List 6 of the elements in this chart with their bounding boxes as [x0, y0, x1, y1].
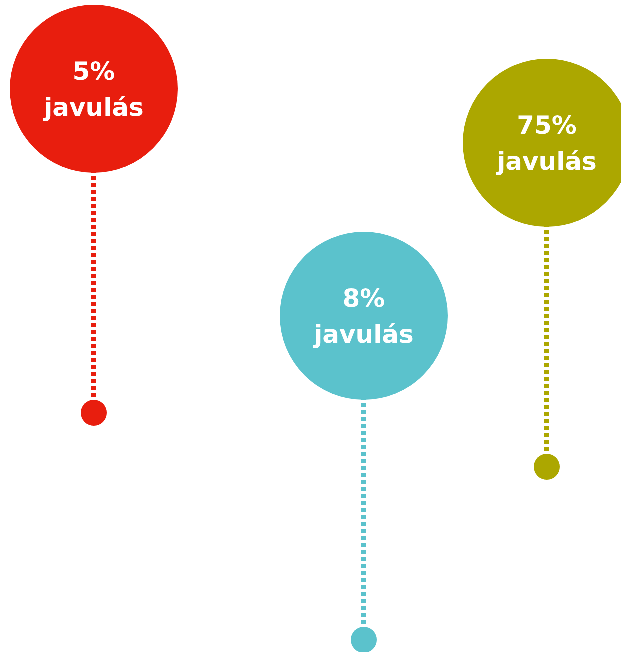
data-label: 75%: [517, 111, 577, 140]
data-label: 8%: [342, 284, 386, 313]
category-label: javulás: [43, 93, 144, 122]
category-label: javulás: [496, 147, 597, 176]
data-label: 5%: [72, 57, 116, 86]
category-label: javulás: [313, 320, 414, 349]
